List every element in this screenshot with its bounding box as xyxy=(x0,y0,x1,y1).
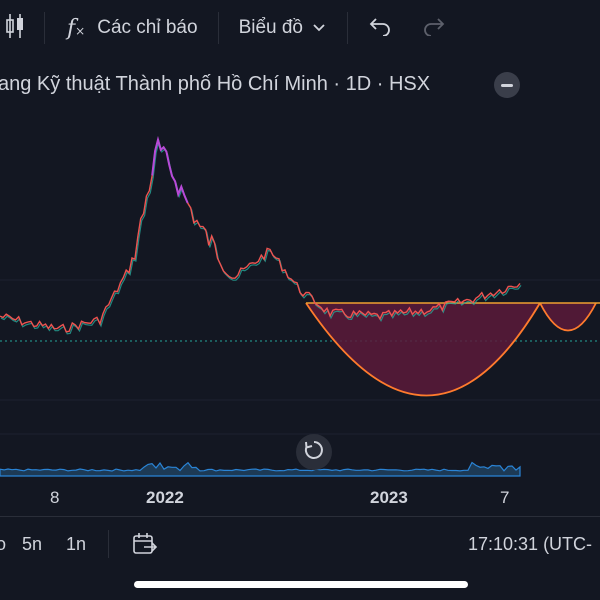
undo-button[interactable] xyxy=(368,0,392,56)
price-line xyxy=(0,136,521,333)
calendar-arrow-icon xyxy=(132,533,158,560)
clock-timezone[interactable]: 17:10:31 (UTC- xyxy=(468,534,593,554)
chart-type-label: Biểu đồ xyxy=(238,17,304,38)
handle-pattern-curve xyxy=(539,302,597,332)
range-bar: o 5n 1n 17:10:31 (UTC- xyxy=(0,522,600,566)
chevron-down-icon xyxy=(313,19,325,37)
toolbar-divider xyxy=(217,12,219,44)
range-1y-button[interactable]: 1n xyxy=(66,534,87,554)
candlestick-icon xyxy=(4,11,26,46)
reset-icon xyxy=(303,439,325,466)
minus-icon xyxy=(501,83,513,87)
price-line-secondary xyxy=(0,139,522,335)
toolbar-divider xyxy=(44,12,45,44)
indicators-label: Các chỉ báo xyxy=(97,17,198,38)
time-axis-label: 7 xyxy=(500,488,510,507)
reset-chart-button[interactable] xyxy=(296,434,332,470)
symbol-header: ang Kỹ thuật Thành phố Hồ Chí Minh · 1D … xyxy=(0,60,600,108)
cup-pattern-fill xyxy=(306,303,540,396)
symbol-title[interactable]: ang Kỹ thuật Thành phố Hồ Chí Minh · 1D … xyxy=(0,72,431,95)
range-divider xyxy=(108,530,109,558)
range-5y-button[interactable]: 5n xyxy=(22,534,43,554)
collapse-legend-button[interactable] xyxy=(494,72,520,98)
range-button[interactable]: o xyxy=(0,534,7,554)
time-axis-label: 2022 xyxy=(146,488,184,507)
indicators-button[interactable]: f× Các chỉ báo xyxy=(67,0,198,56)
bottom-divider xyxy=(0,516,600,517)
go-to-date-button[interactable] xyxy=(132,532,158,561)
time-axis-label: 8 xyxy=(50,488,60,507)
undo-icon xyxy=(368,16,392,41)
home-indicator xyxy=(134,581,468,588)
redo-button[interactable] xyxy=(422,0,446,56)
price-spike-highlight xyxy=(151,135,189,204)
time-axis[interactable]: 8 2022 2023 7 xyxy=(0,480,600,516)
chart-type-button[interactable]: Biểu đồ xyxy=(239,0,325,56)
redo-icon xyxy=(422,16,446,41)
time-axis-label: 2023 xyxy=(370,488,408,507)
cup-pattern-curve xyxy=(305,302,541,397)
function-icon: f× xyxy=(67,15,86,41)
price-chart[interactable] xyxy=(0,108,600,480)
toolbar-divider xyxy=(347,12,349,44)
top-toolbar: f× Các chỉ báo Biểu đồ xyxy=(0,0,600,56)
volume-area xyxy=(0,461,521,477)
chart-canvas[interactable] xyxy=(0,108,600,480)
chart-style-button[interactable] xyxy=(0,0,30,56)
